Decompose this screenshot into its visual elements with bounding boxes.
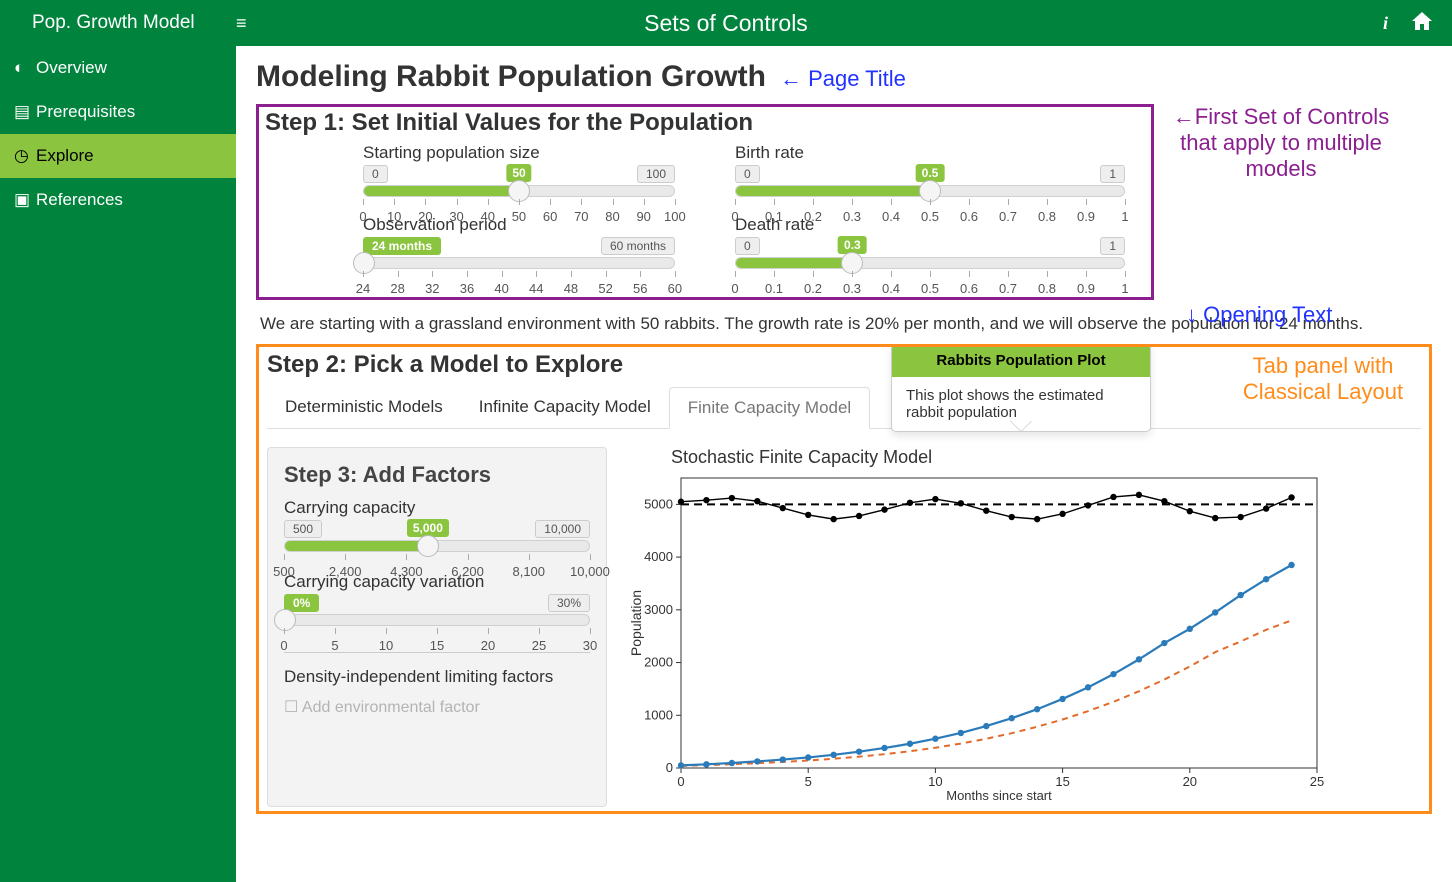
svg-text:10: 10 xyxy=(928,774,942,789)
add-env-factor-checkbox[interactable]: ☐ Add environmental factor xyxy=(284,697,590,717)
sidebar-icon: ▤ xyxy=(14,102,36,122)
birth-rate-slider-max: 1 xyxy=(1100,165,1125,183)
step1-controls-box: Step 1: Set Initial Values for the Popul… xyxy=(256,104,1154,300)
sidebar-item-references[interactable]: ▣References xyxy=(0,178,236,222)
population-chart: 0 1000 2000 3000 4000 5000 0 5 10 15 20 25 Populatio… xyxy=(627,472,1327,802)
sidebar-item-overview[interactable]: ◐Overview xyxy=(0,46,236,90)
app-brand: Pop. Growth Model xyxy=(0,12,236,34)
svg-text:5000: 5000 xyxy=(644,496,673,511)
annotation-opening-text: ↓ Opening Text xyxy=(1186,302,1332,328)
obs-period-slider-thumb[interactable] xyxy=(353,252,375,274)
pop-size-slider-track[interactable]: 50 xyxy=(363,185,675,197)
obs-period-slider-track[interactable] xyxy=(363,257,675,269)
sidebar-item-label: References xyxy=(36,190,123,210)
annotation-page-title: ← Page Title xyxy=(780,66,906,92)
svg-text:0: 0 xyxy=(666,760,673,775)
death-rate-slider-max: 1 xyxy=(1100,237,1125,255)
step3-subheading: Density-independent limiting factors xyxy=(284,667,590,687)
popover-body: This plot shows the estimated rabbit pop… xyxy=(892,377,1150,431)
svg-text:Months since start: Months since start xyxy=(946,788,1052,802)
obs-period-slider-max: 60 months xyxy=(601,237,675,255)
carrying-capacity-slider-min: 500 xyxy=(284,520,322,538)
home-icon[interactable] xyxy=(1412,12,1432,35)
obs-period-slider-min: 24 months xyxy=(363,237,441,255)
sidebar-item-explore[interactable]: ◷Explore xyxy=(0,134,236,178)
carrying-capacity-slider-max: 10,000 xyxy=(535,520,590,538)
death-rate-slider-min: 0 xyxy=(735,237,760,255)
sidebar-icon: ◷ xyxy=(14,146,36,166)
sidebar-item-label: Overview xyxy=(36,58,107,78)
carrying-capacity-slider-thumb[interactable] xyxy=(417,535,439,557)
carrying-variation-slider-track[interactable] xyxy=(284,614,590,626)
tab-finite-capacity-model[interactable]: Finite Capacity Model xyxy=(669,387,870,429)
svg-text:Population: Population xyxy=(628,590,644,656)
svg-text:2000: 2000 xyxy=(644,655,673,670)
carrying-variation-slider-thumb[interactable] xyxy=(274,609,296,631)
pop-size-slider-label: Starting population size xyxy=(285,143,675,163)
step2-box: Step 2: Pick a Model to Explore Tab pane… xyxy=(256,344,1432,814)
pop-size-slider-max: 100 xyxy=(637,165,675,183)
birth-rate-slider-label: Birth rate xyxy=(735,143,1125,163)
menu-toggle-icon[interactable]: ≡ xyxy=(236,13,266,34)
sidebar-item-label: Explore xyxy=(36,146,94,166)
death-rate-slider-track[interactable]: 0.3 xyxy=(735,257,1125,269)
svg-text:0: 0 xyxy=(677,774,684,789)
svg-text:3000: 3000 xyxy=(644,602,673,617)
step3-panel: Step 3: Add Factors Carrying capacity 500… xyxy=(267,447,607,807)
main-content: Modeling Rabbit Population Growth ← Page… xyxy=(236,46,1452,882)
popover-title: Rabbits Population Plot xyxy=(892,344,1150,377)
carrying-capacity-slider-track[interactable]: 5,000 xyxy=(284,540,590,552)
sidebar: ◐Overview▤Prerequisites◷Explore▣Referenc… xyxy=(0,46,236,882)
svg-text:25: 25 xyxy=(1310,774,1324,789)
tab-infinite-capacity-model[interactable]: Infinite Capacity Model xyxy=(461,387,669,428)
pop-size-slider-min: 0 xyxy=(363,165,388,183)
info-icon[interactable]: i xyxy=(1383,13,1388,34)
page-title: Modeling Rabbit Population Growth xyxy=(256,60,766,94)
carrying-capacity-slider-label: Carrying capacity xyxy=(284,498,590,518)
birth-rate-slider-track[interactable]: 0.5 xyxy=(735,185,1125,197)
topbar: Pop. Growth Model ≡ Sets of Controls i xyxy=(0,0,1452,46)
chart-tooltip-popover: Rabbits Population Plot This plot shows … xyxy=(891,344,1151,432)
sidebar-item-label: Prerequisites xyxy=(36,102,135,122)
tab-deterministic-models[interactable]: Deterministic Models xyxy=(267,387,461,428)
sidebar-icon: ▣ xyxy=(14,190,36,210)
svg-text:5: 5 xyxy=(805,774,812,789)
sidebar-item-prerequisites[interactable]: ▤Prerequisites xyxy=(0,90,236,134)
sidebar-icon: ◐ xyxy=(14,58,36,78)
carrying-variation-slider-max: 30% xyxy=(548,594,590,612)
birth-rate-slider-min: 0 xyxy=(735,165,760,183)
annotation-tab-panel: Tab panel with Classical Layout xyxy=(1233,353,1413,405)
svg-text:15: 15 xyxy=(1055,774,1069,789)
svg-text:1000: 1000 xyxy=(644,707,673,722)
step1-heading: Step 1: Set Initial Values for the Popul… xyxy=(265,109,1145,137)
annotation-first-set: ←First Set of Controls that apply to mul… xyxy=(1166,104,1396,182)
chart-title: Stochastic Finite Capacity Model xyxy=(671,447,1421,468)
svg-text:20: 20 xyxy=(1183,774,1197,789)
step3-heading: Step 3: Add Factors xyxy=(284,462,590,488)
svg-text:4000: 4000 xyxy=(644,549,673,564)
